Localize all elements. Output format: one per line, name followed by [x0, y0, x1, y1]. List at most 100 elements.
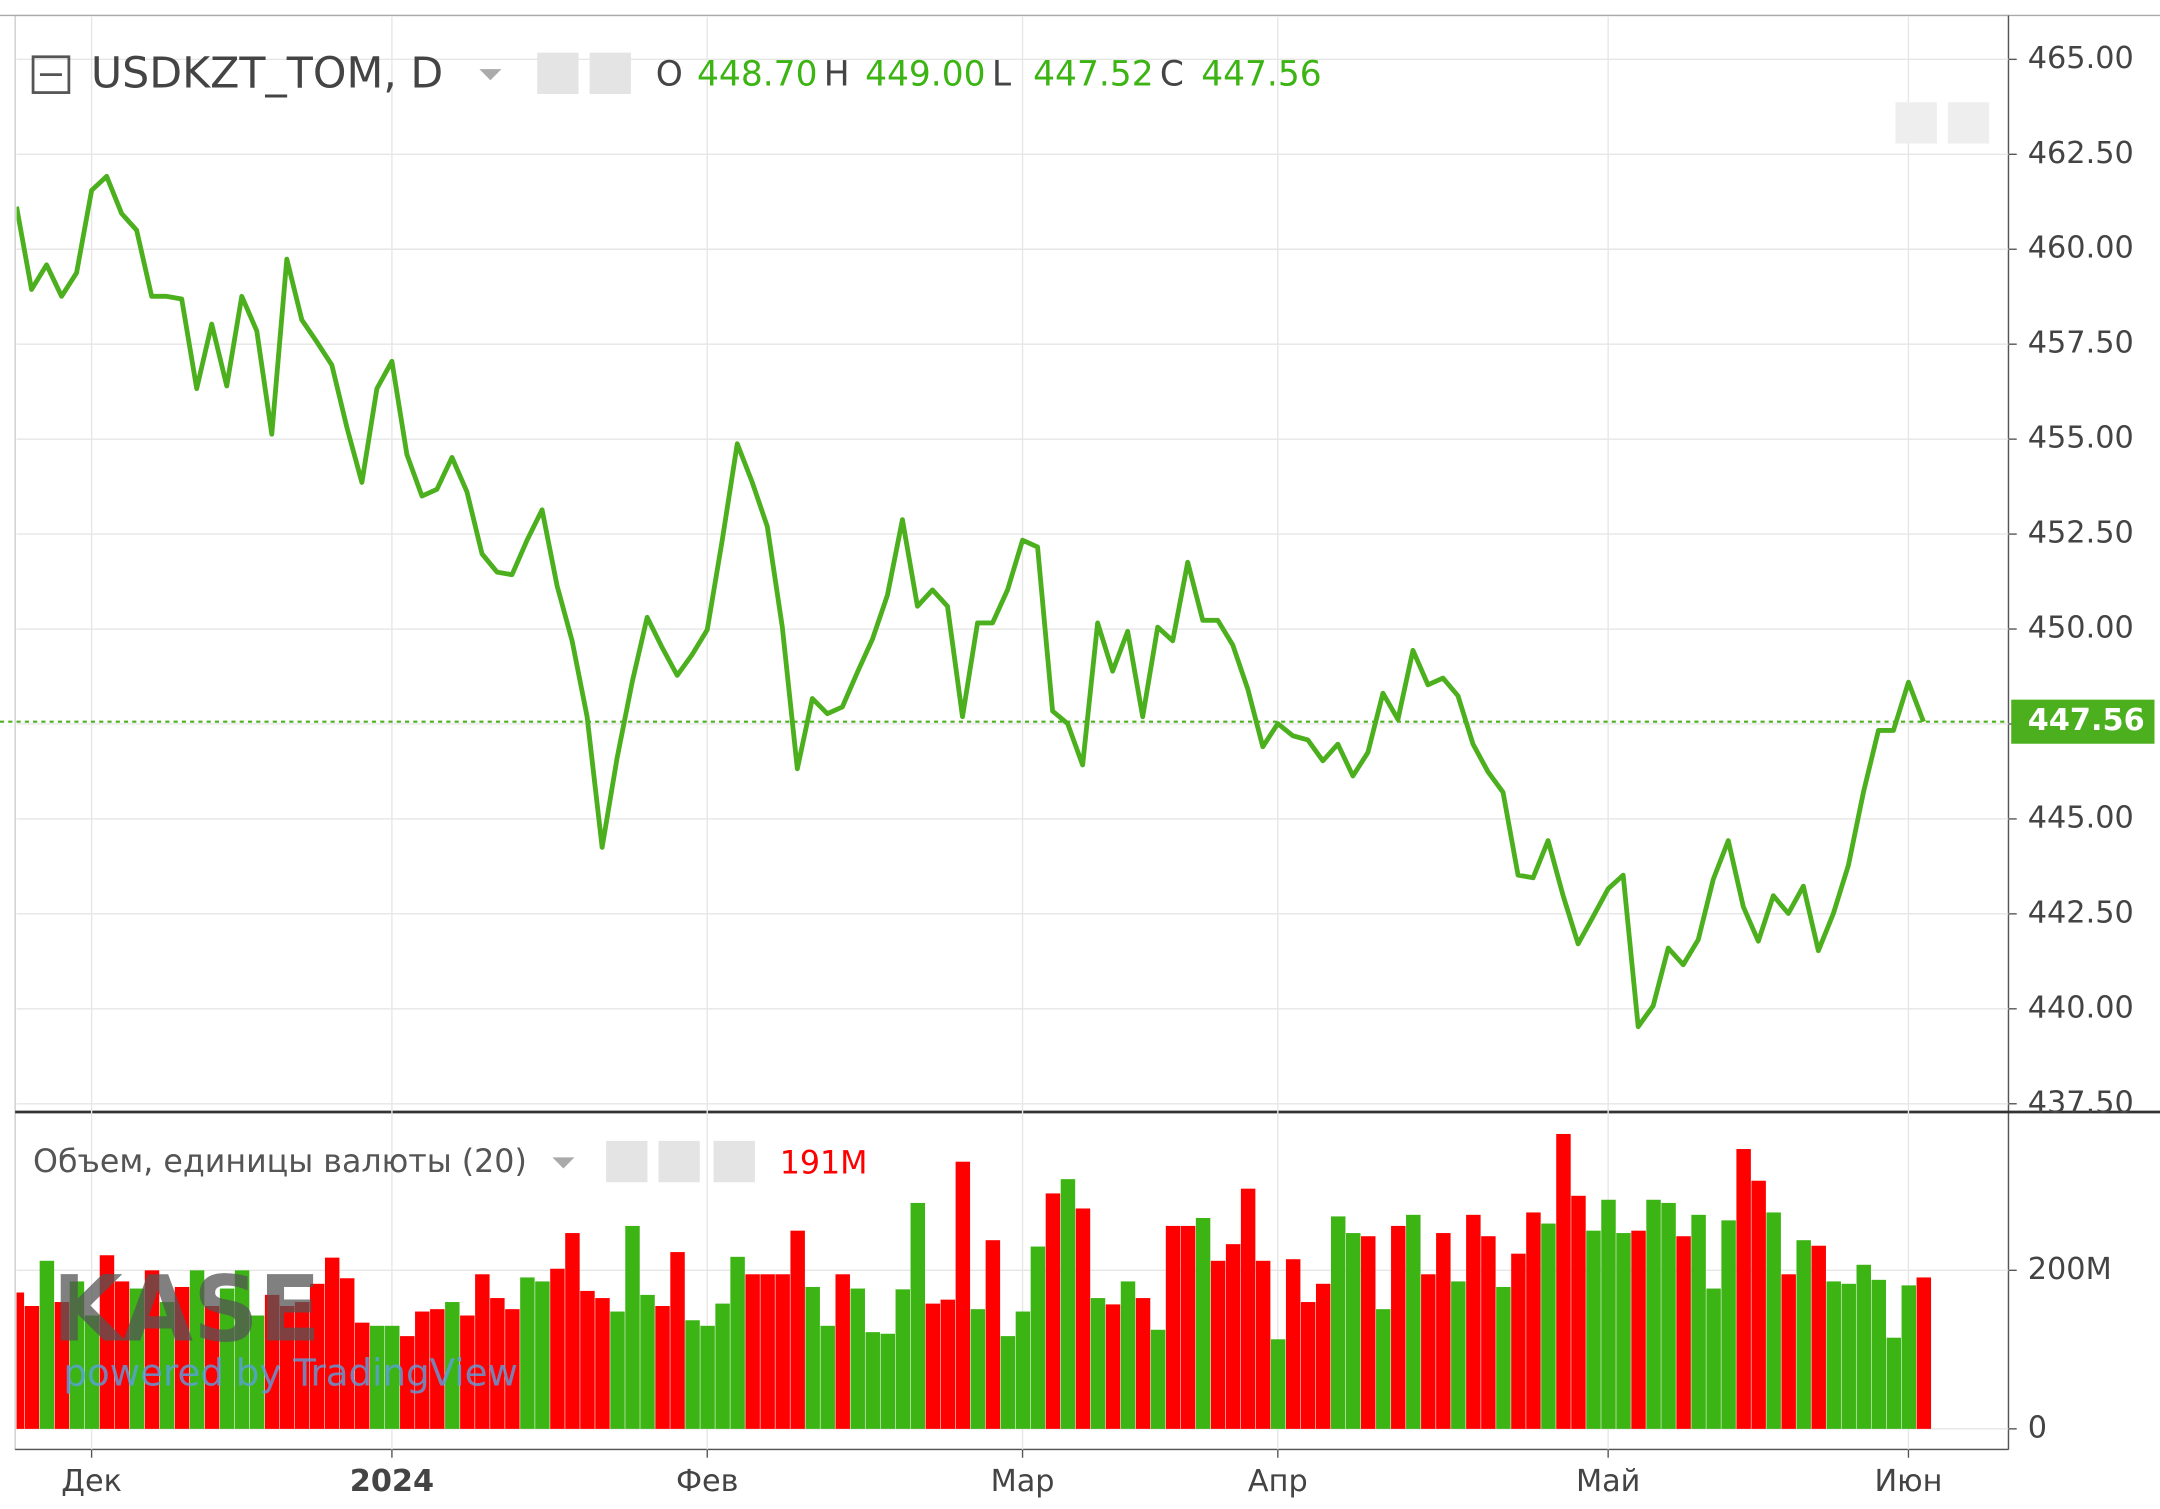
- y-tick-label: 437.50: [2028, 1085, 2134, 1120]
- volume-bar: [400, 1336, 415, 1429]
- volume-bar: [460, 1315, 475, 1429]
- volume-bar: [1150, 1329, 1166, 1429]
- volume-bar: [1631, 1230, 1646, 1429]
- ohlc-value: 448.70: [697, 55, 817, 95]
- volume-bar: [1210, 1260, 1226, 1429]
- volume-bar: [790, 1230, 805, 1429]
- volume-bar: [700, 1325, 715, 1429]
- volume-bar: [1285, 1259, 1301, 1429]
- volume-bar: [324, 1257, 340, 1429]
- y-tick-label: 450.00: [2028, 611, 2134, 646]
- x-tick-label: Апр: [1248, 1464, 1308, 1499]
- y-tick-label: 460.00: [2028, 231, 2134, 266]
- volume-bar: [144, 1270, 160, 1429]
- volume-bar: [1901, 1285, 1917, 1429]
- volume-bar: [294, 1302, 310, 1429]
- scale-button[interactable]: [1947, 102, 1990, 144]
- close-button[interactable]: [713, 1140, 755, 1183]
- price-line: [16, 173, 1926, 1030]
- volume-bar: [625, 1225, 640, 1429]
- collapse-button[interactable]: [31, 55, 71, 94]
- eye-button[interactable]: [537, 52, 579, 94]
- eye-button[interactable]: [606, 1140, 648, 1183]
- y-tick-label: 442.50: [2028, 895, 2134, 930]
- ohlc-value: 447.56: [1201, 55, 1321, 95]
- dropdown-icon[interactable]: [552, 1157, 575, 1169]
- volume-bar: [760, 1274, 775, 1429]
- volume-bar: [910, 1202, 926, 1429]
- y-tick-label: 445.00: [2028, 800, 2134, 835]
- volume-bar: [1766, 1212, 1781, 1429]
- y-tick-label: 465.00: [2028, 41, 2134, 76]
- volume-bar: [1255, 1260, 1271, 1429]
- volume-bar: [1075, 1208, 1091, 1429]
- settings-button[interactable]: [658, 1140, 700, 1183]
- volume-bar: [1270, 1339, 1286, 1429]
- volume-bar: [490, 1298, 505, 1429]
- x-tick-label: Дек: [61, 1464, 122, 1499]
- volume-bar: [1496, 1286, 1511, 1429]
- volume-bar: [1346, 1233, 1361, 1429]
- ohlc-name: C: [1160, 55, 1184, 95]
- last-price-label: 447.56: [2028, 703, 2145, 738]
- volume-bar: [445, 1302, 460, 1429]
- volume-bar: [1406, 1214, 1421, 1429]
- ohlc-value: 447.52: [1033, 55, 1153, 95]
- volume-bar: [595, 1298, 610, 1429]
- volume-bar: [1511, 1253, 1526, 1429]
- volume-bar: [1571, 1195, 1586, 1429]
- volume-bar: [1691, 1214, 1706, 1429]
- scroll-button[interactable]: [1895, 102, 1937, 144]
- volume-bar: [234, 1270, 250, 1429]
- x-tick-label: Май: [1576, 1464, 1640, 1499]
- volume-bar: [970, 1309, 986, 1429]
- volume-bar: [279, 1305, 295, 1429]
- x-tick-label: Мар: [991, 1464, 1055, 1499]
- volume-bar: [670, 1252, 685, 1429]
- volume-bar: [69, 1281, 85, 1429]
- volume-bar: [309, 1283, 325, 1429]
- volume-bar: [1135, 1298, 1151, 1429]
- volume-bar: [535, 1281, 550, 1429]
- volume-bar: [1781, 1274, 1796, 1429]
- volume-bar: [1526, 1212, 1541, 1429]
- volume-bar: [1225, 1244, 1241, 1429]
- volume-bar: [1796, 1240, 1811, 1429]
- volume-bar: [1000, 1336, 1016, 1429]
- volume-bar: [805, 1286, 820, 1429]
- y-tick-label: 457.50: [2028, 326, 2134, 361]
- volume-bar: [1676, 1236, 1691, 1429]
- volume-bar: [1646, 1199, 1661, 1429]
- volume-bar: [1436, 1233, 1451, 1429]
- volume-bar: [1706, 1288, 1721, 1429]
- watermark-sub: powered by TradingView: [63, 1351, 518, 1395]
- volume-bar: [880, 1333, 895, 1429]
- volume-bar: [1165, 1225, 1181, 1429]
- volume-bar: [415, 1311, 430, 1429]
- ohlc-name: H: [824, 55, 850, 95]
- volume-bar: [1060, 1179, 1076, 1429]
- volume-bar: [520, 1277, 535, 1429]
- settings-button[interactable]: [589, 52, 631, 94]
- volume-bar: [129, 1288, 145, 1429]
- volume-bar: [1361, 1236, 1376, 1429]
- volume-bar: [385, 1325, 400, 1429]
- volume-last-label: 191M: [780, 1145, 868, 1181]
- volume-bar: [16, 1292, 25, 1429]
- volume-bar: [430, 1309, 445, 1429]
- volume-bar: [1751, 1180, 1766, 1429]
- volume-bar: [1841, 1283, 1856, 1429]
- volume-bar: [565, 1233, 580, 1429]
- volume-bar: [159, 1302, 175, 1429]
- volume-bar: [1300, 1302, 1316, 1429]
- volume-title: Объем, единицы валюты (20): [33, 1144, 527, 1180]
- volume-bar: [1045, 1193, 1061, 1429]
- volume-bar: [550, 1268, 565, 1429]
- volume-bar: [204, 1305, 220, 1429]
- volume-bar: [1120, 1281, 1136, 1429]
- x-tick-label: Фев: [676, 1464, 739, 1499]
- volume-bar: [1856, 1264, 1871, 1429]
- volume-bar: [745, 1274, 760, 1429]
- dropdown-icon[interactable]: [479, 69, 502, 81]
